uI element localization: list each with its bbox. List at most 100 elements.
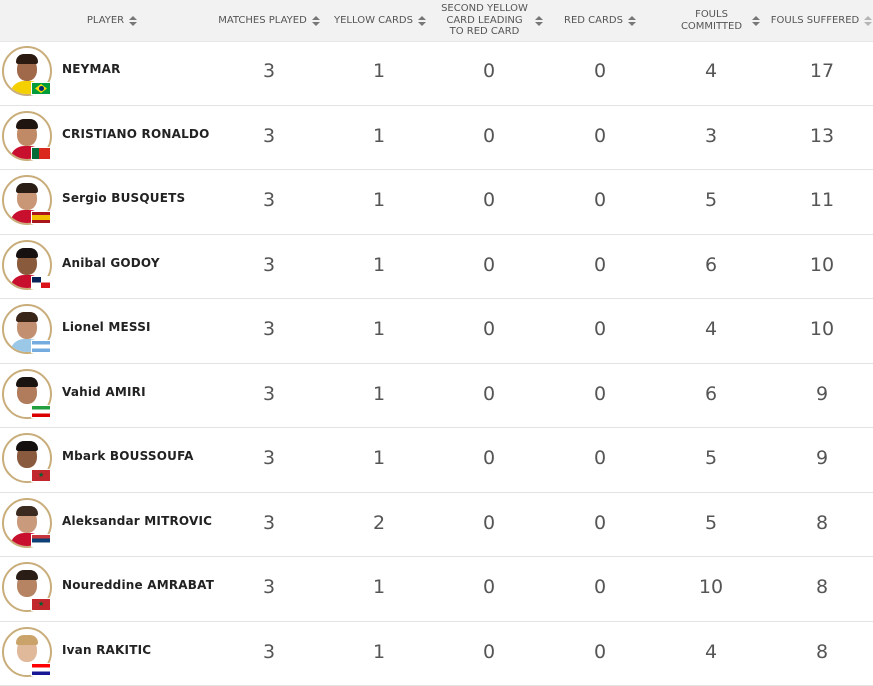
stat-yellow: 1 <box>359 125 399 147</box>
argentina-flag <box>31 340 51 353</box>
sort-icon <box>628 16 636 26</box>
panama-flag <box>31 276 51 289</box>
stat-red: 0 <box>580 318 620 340</box>
stat-matches: 3 <box>249 447 289 469</box>
iran-flag <box>31 405 51 418</box>
column-fouls-suffered[interactable]: FOULS SUFFERED <box>770 0 873 41</box>
serbia-flag <box>31 534 51 547</box>
player-name[interactable]: Aleksandar MITROVIC <box>62 514 212 528</box>
portugal-flag <box>31 147 51 160</box>
table-header: PLAYER MATCHES PLAYED YELLOW CARDS SECON… <box>0 0 873 42</box>
column-matches-played[interactable]: MATCHES PLAYED <box>214 0 324 41</box>
stat-fouls-suffered: 8 <box>802 512 842 534</box>
column-fouls-committed-label: FOULS COMMITTED <box>677 9 747 32</box>
stat-fouls-suffered: 10 <box>802 254 842 276</box>
stat-second-yellow: 0 <box>469 447 509 469</box>
stat-red: 0 <box>580 189 620 211</box>
stat-yellow: 1 <box>359 60 399 82</box>
stat-red: 0 <box>580 60 620 82</box>
stat-second-yellow: 0 <box>469 125 509 147</box>
morocco-flag: ★ <box>31 469 51 482</box>
stat-fouls-committed: 4 <box>691 60 731 82</box>
player-name[interactable]: Vahid AMIRI <box>62 385 146 399</box>
stat-red: 0 <box>580 641 620 663</box>
stat-fouls-suffered: 8 <box>802 641 842 663</box>
stat-fouls-committed: 4 <box>691 641 731 663</box>
stat-yellow: 1 <box>359 254 399 276</box>
stat-matches: 3 <box>249 60 289 82</box>
column-second-yellow-label: SECOND YELLOW CARD LEADING TO RED CARD <box>440 3 530 38</box>
table-row[interactable]: NEYMAR 3 1 0 0 4 17 <box>0 41 873 106</box>
sort-icon <box>129 16 137 26</box>
stat-fouls-committed: 10 <box>691 576 731 598</box>
stat-second-yellow: 0 <box>469 254 509 276</box>
stat-fouls-committed: 5 <box>691 189 731 211</box>
stat-fouls-suffered: 8 <box>802 576 842 598</box>
stat-second-yellow: 0 <box>469 318 509 340</box>
stat-second-yellow: 0 <box>469 641 509 663</box>
stat-fouls-suffered: 17 <box>802 60 842 82</box>
column-matches-label: MATCHES PLAYED <box>218 15 307 27</box>
stat-matches: 3 <box>249 576 289 598</box>
stat-yellow: 1 <box>359 318 399 340</box>
stat-yellow: 1 <box>359 383 399 405</box>
column-fouls-committed[interactable]: FOULS COMMITTED <box>668 0 768 41</box>
column-yellow-cards[interactable]: YELLOW CARDS <box>330 0 430 41</box>
stat-fouls-suffered: 10 <box>802 318 842 340</box>
stat-matches: 3 <box>249 641 289 663</box>
stat-matches: 3 <box>249 318 289 340</box>
player-name[interactable]: Mbark BOUSSOUFA <box>62 449 194 463</box>
stat-second-yellow: 0 <box>469 60 509 82</box>
stat-fouls-suffered: 9 <box>802 447 842 469</box>
stat-fouls-suffered: 9 <box>802 383 842 405</box>
player-name[interactable]: Lionel MESSI <box>62 320 151 334</box>
stat-second-yellow: 0 <box>469 383 509 405</box>
sort-icon <box>418 16 426 26</box>
column-fouls-suffered-label: FOULS SUFFERED <box>771 15 860 27</box>
stat-matches: 3 <box>249 254 289 276</box>
sort-icon <box>535 16 543 26</box>
stat-fouls-committed: 5 <box>691 512 731 534</box>
player-name[interactable]: NEYMAR <box>62 62 121 76</box>
stat-second-yellow: 0 <box>469 512 509 534</box>
stat-red: 0 <box>580 254 620 276</box>
spain-flag <box>31 211 51 224</box>
sort-icon <box>752 16 760 26</box>
column-red-label: RED CARDS <box>564 15 623 27</box>
column-second-yellow[interactable]: SECOND YELLOW CARD LEADING TO RED CARD <box>436 0 546 41</box>
stat-fouls-suffered: 11 <box>802 189 842 211</box>
player-name[interactable]: Anibal GODOY <box>62 256 160 270</box>
player-name[interactable]: CRISTIANO RONALDO <box>62 127 210 141</box>
stat-red: 0 <box>580 512 620 534</box>
stat-fouls-committed: 4 <box>691 318 731 340</box>
sort-icon <box>312 16 320 26</box>
player-name[interactable]: Noureddine AMRABAT <box>62 578 214 592</box>
stats-table: PLAYER MATCHES PLAYED YELLOW CARDS SECON… <box>0 0 873 42</box>
stat-second-yellow: 0 <box>469 576 509 598</box>
player-name[interactable]: Ivan RAKITIC <box>62 643 151 657</box>
brazil-flag <box>31 82 51 95</box>
croatia-flag <box>31 663 51 676</box>
stat-red: 0 <box>580 383 620 405</box>
column-player[interactable]: PLAYER <box>62 0 162 41</box>
sort-icon <box>864 16 872 26</box>
stat-yellow: 1 <box>359 447 399 469</box>
stat-red: 0 <box>580 125 620 147</box>
morocco-flag: ★ <box>31 598 51 611</box>
column-red-cards[interactable]: RED CARDS <box>555 0 645 41</box>
stat-fouls-committed: 3 <box>691 125 731 147</box>
stat-yellow: 2 <box>359 512 399 534</box>
stat-red: 0 <box>580 576 620 598</box>
player-name[interactable]: Sergio BUSQUETS <box>62 191 185 205</box>
column-yellow-label: YELLOW CARDS <box>334 15 413 27</box>
stat-red: 0 <box>580 447 620 469</box>
